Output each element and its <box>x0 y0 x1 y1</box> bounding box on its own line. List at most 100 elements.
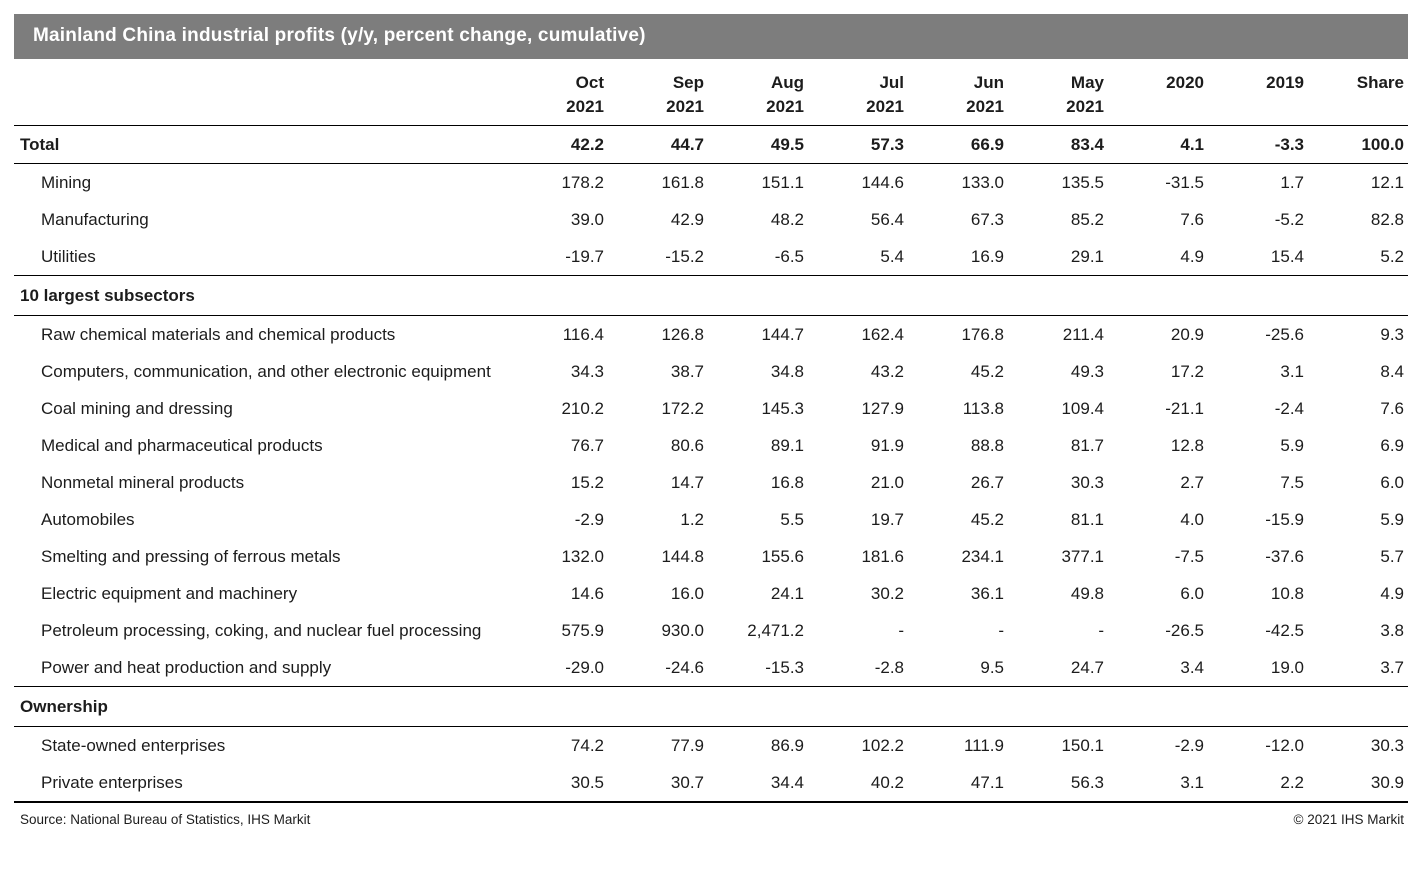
cell-value: 126.8 <box>661 325 704 344</box>
cell-value: 30.3 <box>1070 473 1104 492</box>
cell-value: 109.4 <box>1061 399 1104 418</box>
cell-value: -2.9 <box>574 510 604 529</box>
row-label: Power and heat production and supply <box>41 658 332 677</box>
column-header: Jul 2021 <box>808 61 908 126</box>
cell-value: 56.4 <box>870 210 904 229</box>
cell-value: 1.2 <box>680 510 704 529</box>
cell-value: -15.3 <box>765 658 804 677</box>
cell-value: 30.2 <box>870 584 904 603</box>
cell-value: 76.7 <box>570 436 604 455</box>
cell-value: 181.6 <box>861 547 904 566</box>
column-header: Jun 2021 <box>908 61 1008 126</box>
cell-value: 49.8 <box>1070 584 1104 603</box>
cell-value: 49.5 <box>770 135 804 154</box>
row-label: Manufacturing <box>41 210 149 229</box>
cell-value: 4.0 <box>1180 510 1204 529</box>
cell-value: -2.9 <box>1174 736 1204 755</box>
section-label: Ownership <box>20 697 108 716</box>
cell-value: 30.3 <box>1370 736 1404 755</box>
cell-value: - <box>898 621 904 640</box>
table-row: Computers, communication, and other elec… <box>14 353 1408 390</box>
row-label: Private enterprises <box>41 773 183 792</box>
column-header-line1: Oct <box>575 73 604 92</box>
table-title: Mainland China industrial profits (y/y, … <box>33 25 646 46</box>
cell-value: 91.9 <box>870 436 904 455</box>
cell-value: 38.7 <box>670 362 704 381</box>
cell-value: 16.9 <box>970 247 1004 266</box>
row-label: Raw chemical materials and chemical prod… <box>41 325 396 344</box>
cell-value: 30.9 <box>1370 773 1404 792</box>
cell-value: 2.7 <box>1180 473 1204 492</box>
row-label: Mining <box>41 173 92 192</box>
cell-value: 155.6 <box>761 547 804 566</box>
table-row: State-owned enterprises 74.2 77.9 86.9 102.2… <box>14 727 1408 765</box>
cell-value: -7.5 <box>1174 547 1204 566</box>
cell-value: 113.8 <box>962 399 1004 418</box>
row-label: Nonmetal mineral products <box>41 473 245 492</box>
table-row: Medical and pharmaceutical products 76.7 8… <box>14 427 1408 464</box>
column-header: 2020 <box>1108 61 1208 126</box>
cell-value: 42.2 <box>570 135 604 154</box>
cell-value: 24.1 <box>770 584 804 603</box>
cell-value: 116.4 <box>562 325 604 344</box>
cell-value: 47.1 <box>970 773 1004 792</box>
cell-value: 210.2 <box>561 399 604 418</box>
cell-value: 4.9 <box>1380 584 1404 603</box>
cell-value: 15.4 <box>1270 247 1304 266</box>
column-header-line2: 2021 <box>1066 97 1104 116</box>
cell-value: -2.8 <box>874 658 904 677</box>
cell-value: 21.0 <box>870 473 904 492</box>
cell-value: 3.8 <box>1380 621 1404 640</box>
cell-value: 575.9 <box>561 621 604 640</box>
cell-value: 77.9 <box>670 736 704 755</box>
cell-value: 12.8 <box>1170 436 1204 455</box>
row-label-header <box>14 61 508 126</box>
cell-value: 44.7 <box>670 135 704 154</box>
cell-value: 144.8 <box>661 547 704 566</box>
cell-value: 102.2 <box>861 736 904 755</box>
cell-value: -15.9 <box>1265 510 1304 529</box>
column-header-line1: Jun <box>973 73 1004 92</box>
cell-value: 66.9 <box>970 135 1004 154</box>
cell-value: 36.1 <box>970 584 1004 603</box>
cell-value: -6.5 <box>774 247 804 266</box>
table-row: Mining 178.2 161.8 151.1 144.6 133.0 135.5 -31.… <box>14 164 1408 202</box>
cell-value: 6.0 <box>1180 584 1204 603</box>
table-row: Petroleum processing, coking, and nuclea… <box>14 612 1408 649</box>
cell-value: 43.2 <box>870 362 904 381</box>
cell-value: 57.3 <box>870 135 904 154</box>
row-label: Petroleum processing, coking, and nuclea… <box>41 621 482 640</box>
copyright-note: © 2021 IHS Markit <box>1293 812 1405 827</box>
cell-value: 5.4 <box>880 247 904 266</box>
cell-value: 49.3 <box>1070 362 1104 381</box>
cell-value: 74.2 <box>570 736 604 755</box>
cell-value: -25.6 <box>1265 325 1304 344</box>
cell-value: 172.2 <box>661 399 704 418</box>
cell-value: 133.0 <box>961 173 1004 192</box>
table-title-bar: Mainland China industrial profits (y/y, … <box>14 14 1408 59</box>
column-header: May 2021 <box>1008 61 1108 126</box>
column-header-line2: 2021 <box>666 97 704 116</box>
cell-value: 6.0 <box>1380 473 1404 492</box>
cell-value: 3.1 <box>1280 362 1304 381</box>
cell-value: 100.0 <box>1361 135 1404 154</box>
cell-value: 10.8 <box>1270 584 1304 603</box>
cell-value: 178.2 <box>561 173 604 192</box>
cell-value: -42.5 <box>1265 621 1304 640</box>
cell-value: 88.8 <box>970 436 1004 455</box>
column-header-line2: 2021 <box>966 97 1004 116</box>
column-header-line2: 2021 <box>866 97 904 116</box>
cell-value: 5.2 <box>1380 247 1404 266</box>
cell-value: 29.1 <box>1070 247 1104 266</box>
cell-value: 24.7 <box>1070 658 1104 677</box>
column-header-line1: 2019 <box>1266 73 1304 92</box>
cell-value: 4.1 <box>1180 135 1204 154</box>
row-label: Total <box>20 135 60 154</box>
table-body: Total 42.2 44.7 49.5 57.3 66.9 83.4 4.1 -3.3 100.… <box>14 126 1408 802</box>
table-row: Private enterprises 30.5 30.7 34.4 40.2 47.1 5… <box>14 764 1408 802</box>
cell-value: 1.7 <box>1280 173 1304 192</box>
cell-value: 144.6 <box>861 173 904 192</box>
column-header-line1: May <box>1070 73 1104 92</box>
cell-value: 132.0 <box>561 547 604 566</box>
